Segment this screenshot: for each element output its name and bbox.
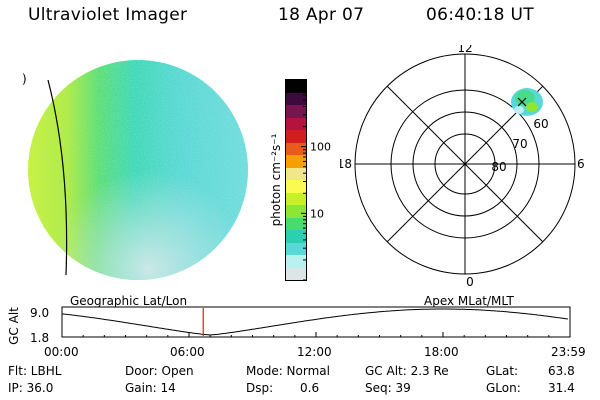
glat-label: GLat: (486, 364, 519, 378)
colorbar-swatch (286, 117, 306, 130)
colorbar-swatch (286, 267, 306, 280)
gc-alt-curve (61, 308, 568, 336)
apex-mlat-mlt-label: Apex MLat/MLT (424, 294, 514, 308)
colorbar-swatch (286, 130, 306, 143)
instrument-title: Ultraviolet Imager (28, 5, 188, 25)
mlat-label-60: 60 (533, 117, 548, 131)
dsp-value: 0.6 (300, 381, 320, 395)
colorbar-swatch (286, 155, 306, 168)
xtick-0600: 06:00 (170, 345, 205, 359)
colorbar-swatch (286, 142, 306, 155)
observation-date: 18 Apr 07 (278, 5, 365, 25)
colorbar-swatch (286, 105, 306, 118)
geographic-latlon-label: Geographic Lat/Lon (70, 294, 188, 308)
xtick-1200: 12:00 (297, 345, 332, 359)
gc-alt-info: GC Alt: 2.3 Re (365, 364, 449, 378)
glon-value: 31.4 (548, 381, 575, 395)
colorbar-swatch (286, 192, 306, 205)
mode-info: Mode: Normal (246, 364, 330, 378)
filter-info: Flt: LBHL (8, 364, 62, 378)
colorbar (285, 79, 307, 281)
observation-time: 06:40:18 UT (426, 5, 534, 25)
colorbar-swatch (286, 255, 306, 268)
mlt-label-bottom: 0 (466, 275, 474, 289)
colorbar-swatch (286, 230, 306, 243)
door-info: Door: Open (125, 364, 194, 378)
xtick-0000: 00:00 (44, 345, 79, 359)
glat-value: 63.8 (548, 364, 575, 378)
orbit-timeline (61, 306, 571, 338)
colorbar-tick-label: 100 (310, 141, 331, 154)
colorbar-swatch (286, 242, 306, 255)
colorbar-swatch (286, 180, 306, 193)
timeline-ylabel: GC Alt (7, 307, 21, 345)
colorbar-swatch (286, 167, 306, 180)
polar-plot: 12 18 6 0 60 70 80 (340, 45, 585, 289)
glon-label: GLon: (486, 381, 521, 395)
dsp-label: Dsp: (246, 381, 274, 395)
mlat-label-70: 70 (512, 137, 527, 151)
colorbar-tick-label: 10 (310, 207, 324, 220)
mlt-label-right: 6 (577, 157, 585, 171)
gain-info: Gain: 14 (125, 381, 176, 395)
colorbar-swatch (286, 217, 306, 230)
globe-edge-mark: ) (22, 72, 27, 86)
ytick-top: 9.0 (30, 306, 50, 320)
terminator-line (47, 79, 68, 276)
uv-globe-image: ) (22, 60, 248, 280)
ytick-bottom: 1.8 (30, 331, 50, 345)
polar-data-patch (511, 88, 543, 116)
colorbar-label: photon cm⁻²s⁻¹ (269, 133, 283, 227)
colorbar-ticks: 100 10 (301, 79, 331, 281)
colorbar-swatch (286, 80, 306, 93)
mlt-label-left: 18 (340, 157, 352, 171)
xtick-1800: 18:00 (424, 345, 459, 359)
mlt-label-top: 12 (457, 45, 472, 55)
seq-info: Seq: 39 (365, 381, 411, 395)
colorbar-swatch (286, 92, 306, 105)
colorbar-swatch (286, 205, 306, 218)
ip-info: IP: 36.0 (8, 381, 54, 395)
mlat-label-80: 80 (491, 160, 506, 174)
spacecraft-marker (517, 97, 527, 107)
xtick-2359: 23:59 (551, 345, 586, 359)
